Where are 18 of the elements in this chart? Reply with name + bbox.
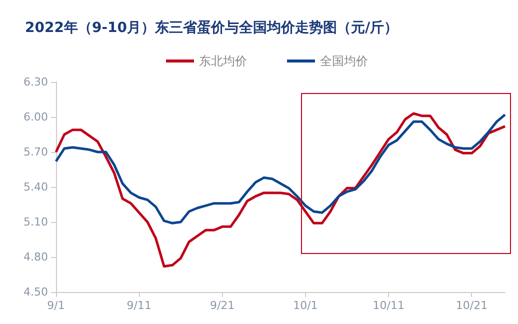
y-tick-label: 5.10 — [24, 216, 48, 228]
x-tick-label: 10/21 — [456, 299, 488, 312]
legend-label: 全国均价 — [320, 54, 368, 68]
y-tick-label: 6.00 — [24, 110, 48, 124]
chart-title: 2022年（9-10月）东三省蛋价与全国均价走势图（元/斤） — [25, 19, 398, 36]
y-tick-label: 5.40 — [24, 180, 48, 194]
y-tick-label: 4.80 — [24, 250, 48, 264]
x-tick-label: 9/1 — [47, 299, 65, 312]
legend-label: 东北均价 — [199, 54, 247, 68]
x-tick-label: 10/11 — [372, 299, 404, 312]
y-tick-label: 5.70 — [24, 146, 48, 158]
y-tick-label: 4.50 — [24, 286, 48, 298]
x-tick-label: 9/11 — [126, 299, 152, 312]
line-series — [54, 113, 506, 224]
x-tick-label: 10/1 — [293, 299, 318, 312]
x-tick-label: 9/21 — [210, 299, 235, 312]
line-series — [54, 112, 506, 268]
y-tick-label: 6.30 — [24, 76, 48, 88]
